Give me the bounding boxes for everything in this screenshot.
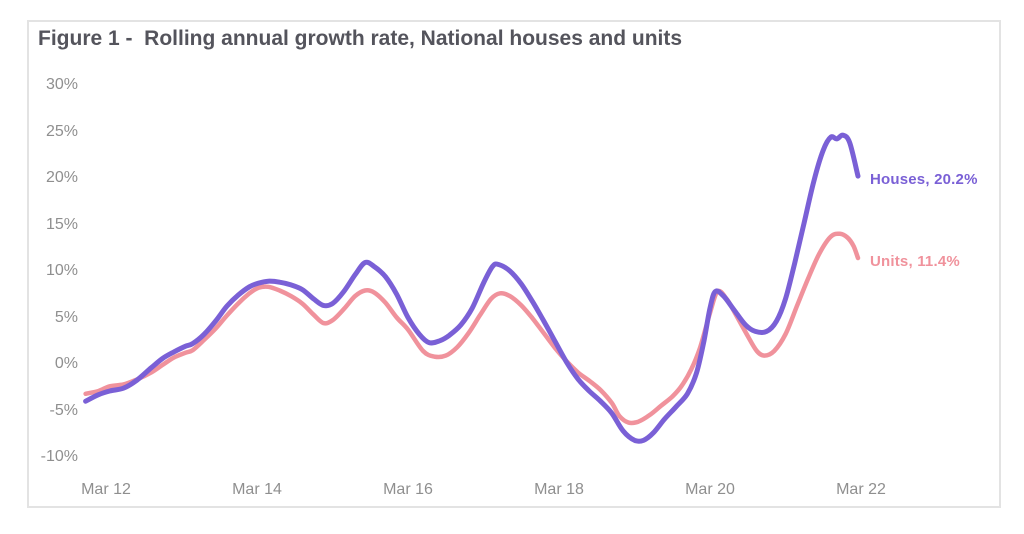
figure-box (27, 20, 1001, 508)
y-tick-label: 15% (45, 215, 78, 233)
units-series-label: Units, 11.4% (869, 252, 960, 270)
x-tick-label: Mar 18 (534, 481, 584, 498)
houses-series-label: Houses, 20.2% (869, 171, 978, 189)
x-tick-label: Mar 14 (232, 481, 282, 498)
y-tick-label: 20% (45, 169, 78, 186)
y-tick-label: -10% (40, 448, 78, 465)
y-tick-label: 25% (45, 122, 78, 140)
y-tick-label: -5% (49, 401, 78, 419)
x-tick-label: Mar 12 (81, 481, 131, 498)
y-tick-label: 10% (45, 262, 78, 279)
y-tick-label: 30% (45, 76, 78, 93)
y-tick-label: 5% (54, 308, 78, 326)
x-tick-label: Mar 16 (383, 481, 433, 498)
y-tick-label: 0% (54, 355, 78, 372)
x-tick-label: Mar 22 (836, 481, 886, 498)
chart-title: Figure 1 - Rolling annual growth rate, N… (38, 27, 683, 50)
houses-line (83, 132, 861, 444)
units-line (83, 231, 861, 426)
x-tick-label: Mar 20 (685, 481, 735, 498)
